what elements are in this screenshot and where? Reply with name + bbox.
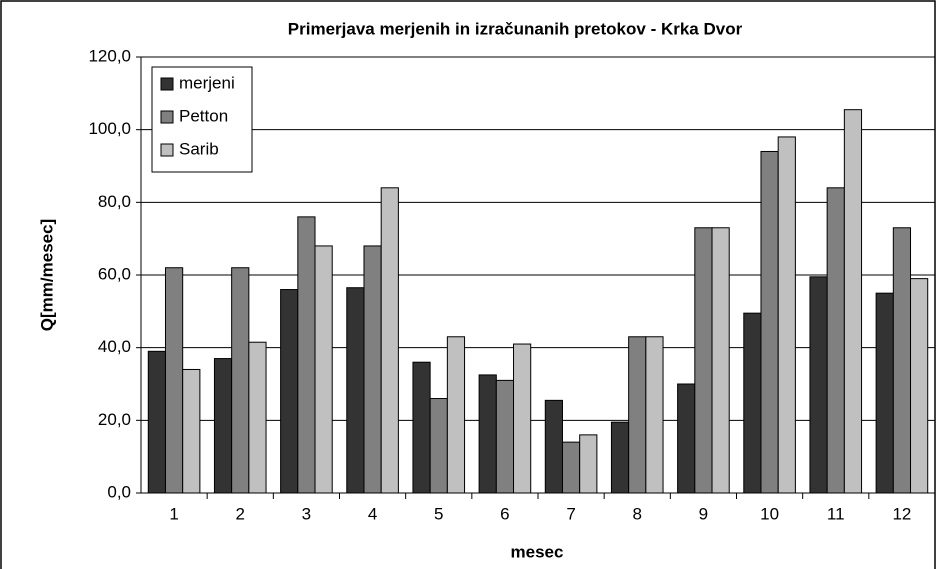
bar [213, 358, 233, 494]
bar [314, 245, 333, 494]
x-tick-label: 11 [827, 504, 845, 523]
x-tick-label: 8 [633, 504, 642, 523]
bar [544, 399, 563, 494]
x-tick-label: 10 [760, 504, 779, 523]
bar [910, 278, 929, 494]
x-tick-label: 9 [699, 504, 708, 523]
bar [231, 267, 250, 494]
bar [892, 227, 912, 494]
x-tick-label: 5 [434, 504, 443, 523]
bar [561, 441, 581, 494]
bar [412, 361, 431, 494]
bar [147, 350, 166, 494]
x-tick-label: 6 [500, 504, 509, 523]
bar [446, 336, 466, 494]
bar [429, 398, 448, 494]
bar [628, 336, 647, 494]
bar [164, 267, 184, 494]
bar [843, 109, 863, 494]
legend-swatch [160, 110, 174, 124]
legend-label: Sarib [179, 139, 219, 158]
x-axis-label: mesec [511, 542, 564, 561]
bar [711, 227, 730, 494]
bar [579, 434, 598, 494]
y-tick-label: 20,0 [98, 410, 131, 429]
y-tick-label: 120,0 [88, 46, 131, 65]
x-tick-label: 2 [236, 504, 245, 523]
y-tick-label: 60,0 [98, 264, 131, 283]
bar [513, 343, 532, 494]
x-tick-label: 4 [368, 504, 377, 523]
bar [760, 150, 779, 494]
bar [875, 292, 894, 494]
x-tick-label: 1 [169, 504, 178, 523]
bar [478, 374, 497, 494]
bar [743, 312, 762, 494]
bar [346, 287, 365, 494]
bar [495, 379, 515, 494]
bar [280, 289, 299, 494]
legend-label: merjeni [179, 73, 235, 92]
bar [297, 216, 316, 494]
legend-swatch [160, 77, 174, 91]
y-tick-label: 100,0 [88, 119, 131, 138]
bar [645, 336, 664, 494]
chart-title: Primerjava merjenih in izračunanih preto… [288, 19, 743, 38]
bar [809, 276, 828, 494]
bar [363, 245, 382, 494]
bar [677, 383, 696, 494]
x-tick-label: 7 [566, 504, 575, 523]
legend-swatch [160, 143, 174, 157]
legend-label: Petton [179, 106, 228, 125]
bar [694, 227, 713, 494]
x-tick-label: 12 [892, 504, 911, 523]
bar [610, 421, 630, 494]
y-tick-label: 80,0 [98, 192, 131, 211]
y-tick-label: 0,0 [107, 482, 131, 501]
x-tick-label: 3 [302, 504, 311, 523]
y-axis-label: Q[mm/mesec] [37, 219, 56, 331]
bar [777, 136, 796, 494]
bar [380, 187, 399, 494]
y-tick-label: 40,0 [98, 337, 131, 356]
bar [182, 368, 201, 494]
bar [826, 187, 845, 494]
bar [248, 341, 267, 494]
